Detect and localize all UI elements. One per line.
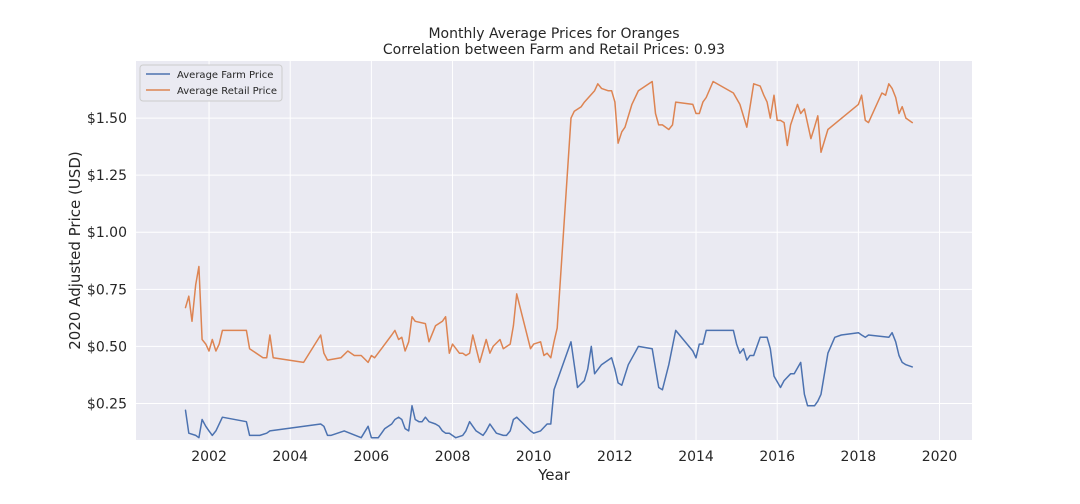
y-tick-label: $1.50 [87, 111, 127, 127]
y-tick-label: $1.25 [87, 168, 127, 184]
x-tick-label: 2010 [516, 449, 552, 465]
x-tick-label: 2008 [435, 449, 471, 465]
x-tick-label: 2016 [759, 449, 795, 465]
legend-label-retail: Average Retail Price [177, 86, 277, 97]
x-tick-label: 2006 [354, 449, 390, 465]
chart-subtitle: Correlation between Farm and Retail Pric… [383, 42, 725, 58]
x-tick-label: 2004 [272, 449, 308, 465]
y-tick-label: $1.00 [87, 225, 127, 241]
x-tick-label: 2020 [922, 449, 958, 465]
series-lines [184, 80, 914, 439]
y-axis-label: 2020 Adjusted Price (USD) [66, 151, 84, 349]
legend: Average Farm Price Average Retail Price [139, 64, 283, 102]
y-tick-label: $0.25 [87, 396, 127, 412]
chart-title: Monthly Average Prices for Oranges [428, 26, 679, 42]
tick-labels: 2002 2004 2006 2008 2010 2012 2014 2016 2018 2020… [87, 111, 957, 465]
x-tick-label: 2018 [841, 449, 877, 465]
y-tick-label: $0.75 [87, 282, 127, 298]
legend-box [139, 64, 283, 102]
retail-price-line [184, 80, 914, 364]
x-tick-label: 2012 [597, 449, 633, 465]
plot-area [136, 61, 972, 440]
y-tick-label: $0.50 [87, 339, 127, 355]
farm-price-line [184, 329, 914, 439]
grid-lines [136, 61, 972, 440]
x-axis-label: Year [537, 466, 571, 484]
x-tick-label: 2014 [678, 449, 714, 465]
x-tick-label: 2002 [191, 449, 227, 465]
legend-label-farm: Average Farm Price [177, 70, 273, 81]
